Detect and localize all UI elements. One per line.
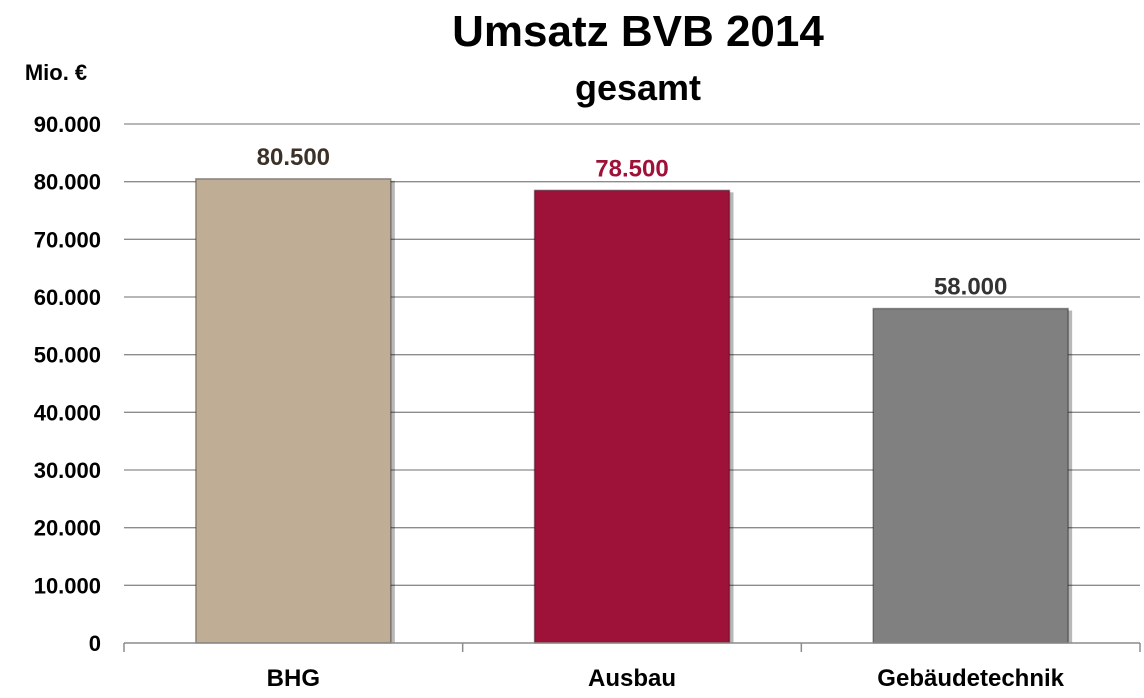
y-tick-label: 70.000 <box>34 227 101 252</box>
y-tick-label: 10.000 <box>34 573 101 598</box>
x-tick-label: BHG <box>267 665 320 692</box>
chart-subtitle: gesamt <box>575 67 701 108</box>
x-axis-ticks: BHG Ausbau Gebäudetechnik <box>267 665 1065 692</box>
data-label: 80.500 <box>257 144 330 171</box>
bar-bhg <box>195 178 395 644</box>
y-tick-label: 60.000 <box>34 285 101 310</box>
bar-ausbau <box>533 189 734 644</box>
bar <box>195 178 392 644</box>
y-tick-label: 40.000 <box>34 400 101 425</box>
y-tick-label: 90.000 <box>34 112 101 137</box>
value-labels: 80.500 78.500 58.000 <box>257 144 1008 301</box>
x-tick-label: Gebäudetechnik <box>877 665 1064 692</box>
y-tick-label: 0 <box>89 631 101 656</box>
bars <box>195 178 1073 644</box>
bar-gebäudetechnik <box>872 307 1073 644</box>
y-tick-label: 30.000 <box>34 458 101 483</box>
x-axis <box>123 642 1141 652</box>
y-axis-ticks: 0 10.000 20.000 30.000 40.000 50.000 60.000 70.… <box>34 112 101 656</box>
y-tick-label: 20.000 <box>34 516 101 541</box>
y-tick-label: 80.000 <box>34 170 101 195</box>
y-tick-label: 50.000 <box>34 343 101 368</box>
chart-title: Umsatz BVB 2014 <box>452 7 824 56</box>
y-axis-label: Mio. € <box>25 60 87 85</box>
bar <box>872 307 1069 644</box>
x-tick-label: Ausbau <box>588 665 676 692</box>
data-label: 78.500 <box>595 155 668 182</box>
bar <box>533 189 731 644</box>
data-label: 58.000 <box>934 274 1007 301</box>
